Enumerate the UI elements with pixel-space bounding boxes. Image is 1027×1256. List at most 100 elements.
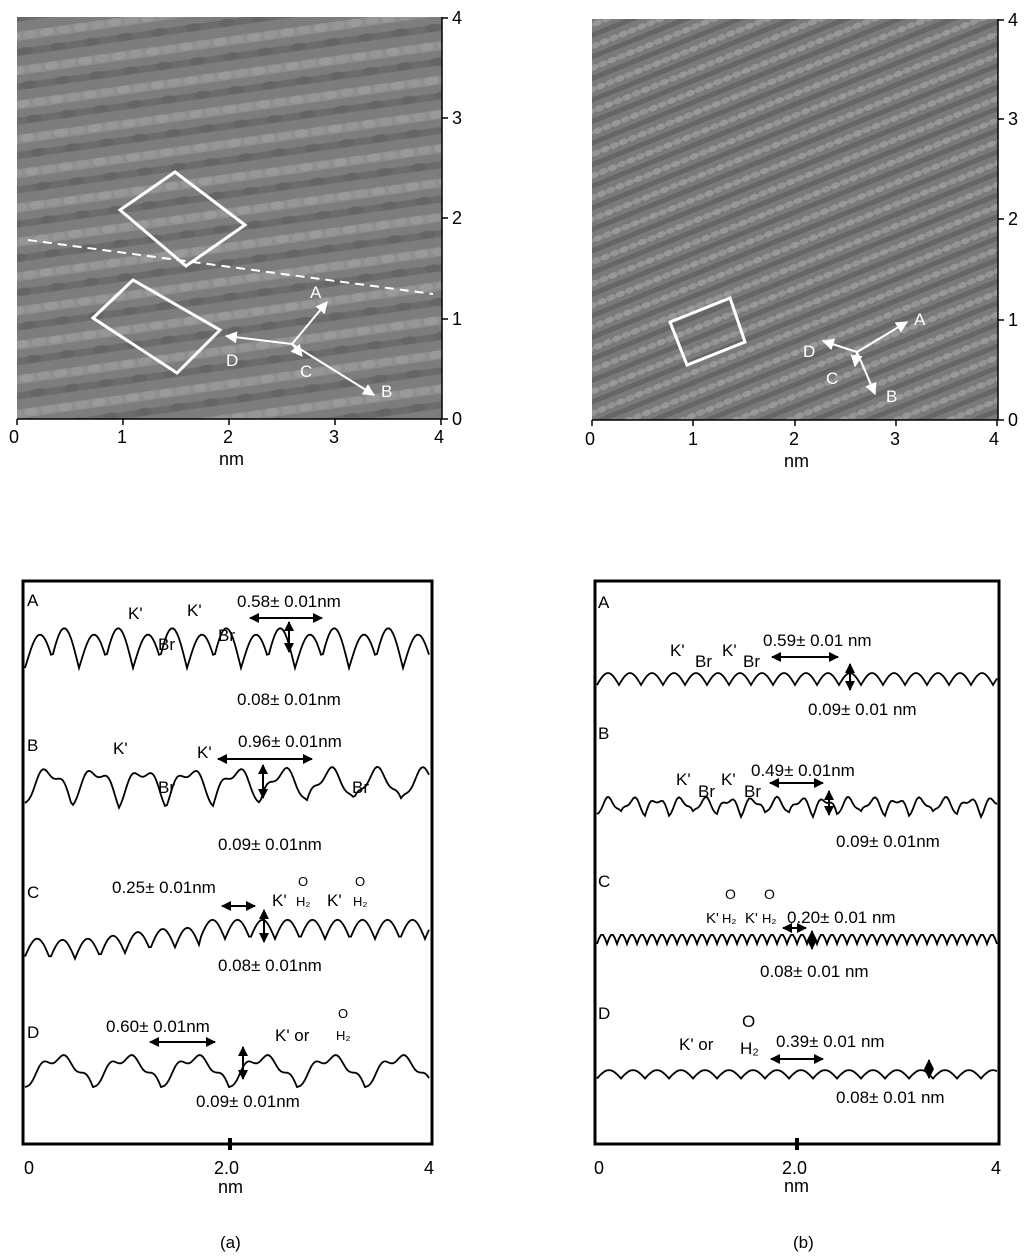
site-label: K' or	[679, 1035, 714, 1054]
x-tick-b-3: 3	[890, 429, 900, 449]
profile-trace-a-B	[24, 765, 430, 811]
profile-x-tick-b-2: 4	[991, 1158, 1001, 1178]
panel-b-profiles: A B C D K' Br K' Br 0.59± 0.01 nm 0.09± …	[593, 579, 1001, 1196]
site-label: Br	[695, 652, 712, 671]
spacing-label: 0.49± 0.01nm	[751, 761, 855, 780]
site-label: H₂	[762, 911, 776, 926]
site-label: H₂	[296, 894, 310, 909]
x-unit-b: nm	[784, 451, 809, 471]
site-label: H₂	[336, 1028, 350, 1043]
y-tick-b-1: 1	[1008, 310, 1018, 330]
vector-label-b-B: B	[886, 387, 897, 406]
site-label: H₂	[722, 911, 736, 926]
height-label: 0.08± 0.01 nm	[760, 962, 869, 981]
site-label: K'	[721, 770, 736, 789]
y-tick-b-0: 0	[1008, 410, 1018, 430]
stm-image-b	[592, 19, 998, 420]
site-label: Br	[744, 782, 761, 801]
site-label: Br	[352, 778, 369, 797]
row-letter-b-B: B	[598, 724, 609, 743]
y-tick-a-1: 1	[452, 309, 462, 329]
site-label: O	[725, 886, 736, 902]
profile-x-tick-b-0: 0	[594, 1158, 604, 1178]
unit-cell-a-lower	[90, 278, 223, 375]
vectors-a	[224, 301, 376, 396]
height-label: 0.08± 0.01nm	[218, 956, 322, 975]
x-tick-a-0: 0	[9, 427, 19, 447]
site-label: K'	[722, 641, 737, 660]
profile-trace-b-B	[596, 795, 998, 820]
site-label: Br	[158, 778, 175, 797]
spacing-label: 0.39± 0.01 nm	[776, 1032, 885, 1051]
height-label: 0.09± 0.01nm	[196, 1092, 300, 1111]
site-label: K'	[187, 601, 202, 620]
vector-label-b-A: A	[914, 310, 926, 329]
panel-a-image: A B C D 0 1 2 3 4 nm 0 1 2 3 4	[9, 8, 462, 469]
profile-x-unit-a: nm	[218, 1177, 243, 1197]
vector-label-a-A: A	[310, 283, 322, 302]
site-label: Br	[218, 626, 235, 645]
height-label: 0.09± 0.01nm	[836, 832, 940, 851]
profile-trace-a-C	[24, 918, 430, 962]
site-label: O	[355, 874, 365, 889]
y-tick-b-4: 4	[1008, 10, 1018, 30]
row-letter-a-D: D	[27, 1023, 39, 1042]
x-unit-a: nm	[219, 449, 244, 469]
site-label: Br	[158, 635, 175, 654]
site-label: K' or	[275, 1026, 310, 1045]
site-label: K'	[327, 891, 342, 910]
site-label: K'	[128, 604, 143, 623]
profile-x-tick-a-2: 4	[424, 1158, 434, 1178]
profile-frame-a	[21, 579, 434, 1146]
spacing-label: 0.58± 0.01nm	[237, 592, 341, 611]
spacing-label: 0.59± 0.01 nm	[763, 631, 872, 650]
profile-trace-a-A	[24, 627, 430, 672]
unit-cell-a-upper	[117, 170, 248, 268]
y-tick-b-2: 2	[1008, 209, 1018, 229]
caption-a: (a)	[220, 1233, 241, 1252]
profile-trace-a-D	[24, 1054, 430, 1089]
y-tick-a-4: 4	[452, 8, 462, 28]
site-label: O	[338, 1006, 348, 1021]
site-label: K'	[272, 891, 287, 910]
site-label: O	[298, 874, 308, 889]
x-tick-a-2: 2	[223, 427, 233, 447]
site-label: O	[764, 886, 775, 902]
spacing-label: 0.20± 0.01 nm	[787, 908, 896, 927]
vector-label-b-D: D	[803, 342, 815, 361]
spacing-label: 0.60± 0.01nm	[106, 1017, 210, 1036]
vector-label-a-C: C	[300, 362, 312, 381]
site-label: K'	[745, 910, 758, 927]
site-label: K'	[676, 770, 691, 789]
x-tick-b-4: 4	[989, 429, 999, 449]
site-label: H₂	[740, 1039, 759, 1058]
domain-boundary-line	[27, 239, 434, 295]
profile-frame-b	[593, 579, 1001, 1146]
profile-trace-b-A	[596, 672, 998, 687]
site-label: K'	[670, 641, 685, 660]
spacing-label: 0.96± 0.01nm	[238, 732, 342, 751]
site-label: K'	[706, 910, 719, 927]
profile-x-unit-b: nm	[784, 1176, 809, 1196]
y-tick-a-3: 3	[452, 108, 462, 128]
vectors-b	[821, 321, 909, 396]
row-letter-a-A: A	[27, 591, 39, 610]
vector-label-a-B: B	[381, 382, 392, 401]
vector-label-a-D: D	[226, 351, 238, 370]
caption-b: (b)	[793, 1233, 814, 1252]
site-label: Br	[743, 652, 760, 671]
row-letter-a-B: B	[27, 736, 38, 755]
x-tick-a-1: 1	[117, 427, 127, 447]
spacing-label: 0.25± 0.01nm	[112, 878, 216, 897]
profile-x-tick-a-0: 0	[24, 1158, 34, 1178]
site-label: O	[742, 1012, 755, 1031]
height-label: 0.08± 0.01 nm	[836, 1088, 945, 1107]
y-tick-a-2: 2	[452, 208, 462, 228]
x-tick-a-3: 3	[329, 427, 339, 447]
x-tick-a-4: 4	[434, 427, 444, 447]
profile-trace-b-C	[596, 934, 998, 947]
panel-b-image: A B C D 0 1 2 3 4 nm 0 1 2 3 4	[585, 10, 1018, 471]
profile-x-tick-b-1: 2.0	[782, 1158, 807, 1178]
site-label: H₂	[353, 894, 367, 909]
